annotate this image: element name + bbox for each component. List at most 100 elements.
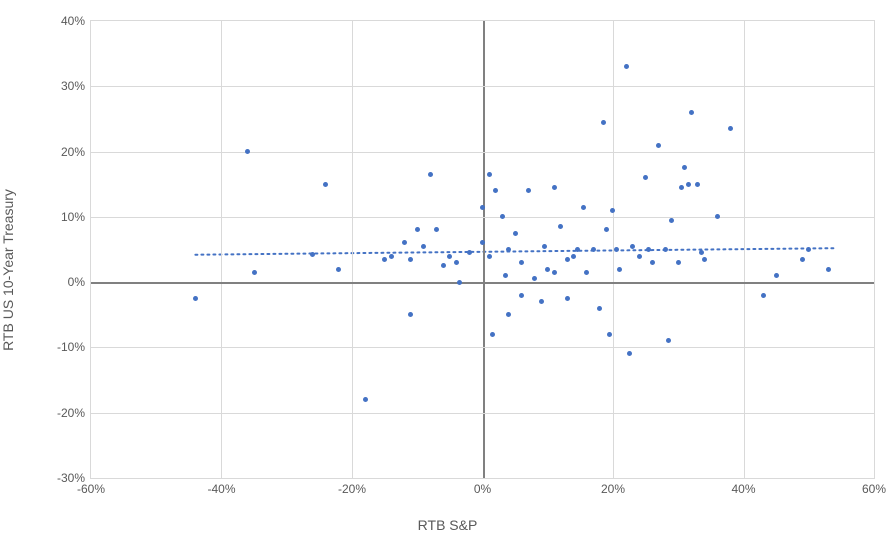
data-point bbox=[382, 257, 387, 262]
y-tick-label: 30% bbox=[61, 79, 85, 93]
data-point bbox=[532, 276, 537, 281]
data-point bbox=[467, 250, 472, 255]
data-point bbox=[457, 280, 462, 285]
data-point bbox=[513, 231, 518, 236]
data-point bbox=[650, 260, 655, 265]
data-point bbox=[519, 293, 524, 298]
data-point bbox=[666, 338, 671, 343]
data-point bbox=[193, 296, 198, 301]
data-point bbox=[699, 250, 704, 255]
data-point bbox=[679, 185, 684, 190]
data-point bbox=[591, 247, 596, 252]
data-point bbox=[575, 247, 580, 252]
data-point bbox=[676, 260, 681, 265]
data-point bbox=[584, 270, 589, 275]
data-point bbox=[252, 270, 257, 275]
data-point bbox=[552, 185, 557, 190]
scatter-chart: RTB US 10-Year Treasury RTB S&P -60%-40%… bbox=[0, 0, 895, 539]
data-point bbox=[637, 254, 642, 259]
data-point bbox=[761, 293, 766, 298]
data-point bbox=[500, 214, 505, 219]
x-axis-zero-line bbox=[91, 282, 874, 284]
data-point bbox=[434, 227, 439, 232]
y-tick-label: -10% bbox=[57, 340, 85, 354]
data-point bbox=[487, 172, 492, 177]
data-point bbox=[545, 267, 550, 272]
data-point bbox=[415, 227, 420, 232]
gridline-horizontal bbox=[91, 217, 874, 218]
data-point bbox=[487, 254, 492, 259]
data-point bbox=[597, 306, 602, 311]
data-point bbox=[614, 247, 619, 252]
gridline-horizontal bbox=[91, 86, 874, 87]
x-tick-label: 40% bbox=[731, 482, 755, 496]
x-tick-label: 20% bbox=[601, 482, 625, 496]
data-point bbox=[565, 257, 570, 262]
data-point bbox=[519, 260, 524, 265]
gridline-horizontal bbox=[91, 413, 874, 414]
data-point bbox=[408, 257, 413, 262]
data-point bbox=[702, 257, 707, 262]
data-point bbox=[336, 267, 341, 272]
data-point bbox=[581, 205, 586, 210]
data-point bbox=[571, 254, 576, 259]
plot-area: -60%-40%-20%0%20%40%60%-30%-20%-10%0%10%… bbox=[90, 20, 875, 479]
y-tick-label: 10% bbox=[61, 210, 85, 224]
x-tick-label: 0% bbox=[474, 482, 491, 496]
data-point bbox=[826, 267, 831, 272]
data-point bbox=[480, 205, 485, 210]
data-point bbox=[643, 175, 648, 180]
data-point bbox=[421, 244, 426, 249]
data-point bbox=[542, 244, 547, 249]
y-tick-label: -20% bbox=[57, 406, 85, 420]
data-point bbox=[552, 270, 557, 275]
data-point bbox=[604, 227, 609, 232]
data-point bbox=[539, 299, 544, 304]
data-point bbox=[607, 332, 612, 337]
data-point bbox=[447, 254, 452, 259]
x-axis-title: RTB S&P bbox=[0, 517, 895, 533]
data-point bbox=[806, 247, 811, 252]
data-point bbox=[669, 218, 674, 223]
gridline-vertical bbox=[221, 21, 222, 478]
data-point bbox=[245, 149, 250, 154]
data-point bbox=[617, 267, 622, 272]
x-tick-label: -40% bbox=[207, 482, 235, 496]
data-point bbox=[630, 244, 635, 249]
gridline-horizontal bbox=[91, 152, 874, 153]
data-point bbox=[728, 126, 733, 131]
x-tick-label: 60% bbox=[862, 482, 886, 496]
data-point bbox=[774, 273, 779, 278]
data-point bbox=[490, 332, 495, 337]
data-point bbox=[558, 224, 563, 229]
data-point bbox=[800, 257, 805, 262]
data-point bbox=[526, 188, 531, 193]
data-point bbox=[695, 182, 700, 187]
data-point bbox=[441, 263, 446, 268]
data-point bbox=[663, 247, 668, 252]
gridline-horizontal bbox=[91, 347, 874, 348]
data-point bbox=[454, 260, 459, 265]
data-point bbox=[624, 64, 629, 69]
data-point bbox=[646, 247, 651, 252]
data-point bbox=[408, 312, 413, 317]
y-axis-title: RTB US 10-Year Treasury bbox=[0, 189, 16, 351]
data-point bbox=[601, 120, 606, 125]
data-point bbox=[493, 188, 498, 193]
data-point bbox=[565, 296, 570, 301]
data-point bbox=[428, 172, 433, 177]
gridline-vertical bbox=[744, 21, 745, 478]
y-tick-label: 20% bbox=[61, 145, 85, 159]
data-point bbox=[689, 110, 694, 115]
data-point bbox=[389, 254, 394, 259]
data-point bbox=[610, 208, 615, 213]
data-point bbox=[627, 351, 632, 356]
data-point bbox=[686, 182, 691, 187]
data-point bbox=[656, 143, 661, 148]
data-point bbox=[715, 214, 720, 219]
data-point bbox=[402, 240, 407, 245]
data-point bbox=[310, 252, 315, 257]
data-point bbox=[506, 247, 511, 252]
data-point bbox=[323, 182, 328, 187]
y-tick-label: 40% bbox=[61, 14, 85, 28]
